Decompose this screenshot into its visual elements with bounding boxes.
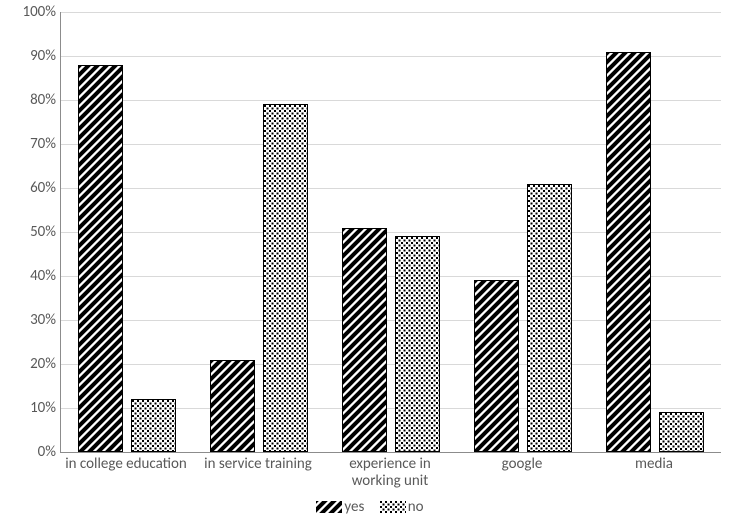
x-tick-label: experience inworking unit bbox=[324, 456, 456, 491]
y-tick-label: 70% bbox=[6, 135, 56, 153]
x-tick-label: in service training bbox=[192, 456, 324, 473]
legend-label-no: no bbox=[408, 498, 424, 516]
bar-media-no bbox=[659, 412, 704, 452]
y-tick-label: 60% bbox=[6, 179, 56, 197]
x-tick-label: media bbox=[588, 456, 720, 473]
y-tick-label: 80% bbox=[6, 91, 56, 109]
y-tick-label: 20% bbox=[6, 355, 56, 373]
bar-experience_working-yes bbox=[342, 228, 387, 452]
bar-experience_working-no bbox=[395, 236, 440, 452]
y-tick-label: 100% bbox=[6, 3, 56, 21]
y-tick-label: 50% bbox=[6, 223, 56, 241]
legend-swatch-yes bbox=[316, 501, 342, 513]
legend-item-no: no bbox=[380, 498, 424, 516]
y-tick-label: 10% bbox=[6, 399, 56, 417]
legend-swatch-no bbox=[380, 501, 406, 513]
y-tick-label: 90% bbox=[6, 47, 56, 65]
y-tick-label: 30% bbox=[6, 311, 56, 329]
gridline bbox=[61, 12, 721, 13]
y-tick-label: 40% bbox=[6, 267, 56, 285]
legend-label-yes: yes bbox=[344, 498, 364, 516]
bar-google-yes bbox=[474, 280, 519, 452]
bar-in_service_training-no bbox=[263, 104, 308, 452]
y-tick-label: 0% bbox=[6, 443, 56, 461]
legend: yes no bbox=[0, 498, 740, 518]
bar-in_college_education-yes bbox=[78, 65, 123, 452]
x-tick-label: in college education bbox=[60, 456, 192, 473]
bar-google-no bbox=[527, 184, 572, 452]
plot-area bbox=[60, 12, 721, 453]
x-tick-label: google bbox=[456, 456, 588, 473]
bar-in_service_training-yes bbox=[210, 360, 255, 452]
bar-in_college_education-no bbox=[131, 399, 176, 452]
bar-media-yes bbox=[606, 52, 651, 452]
legend-item-yes: yes bbox=[316, 498, 364, 516]
grouped-bar-chart: 0% 10% 20% 30% 40% 50% 60% 70% 80% 90% 100% in col… bbox=[0, 0, 740, 525]
